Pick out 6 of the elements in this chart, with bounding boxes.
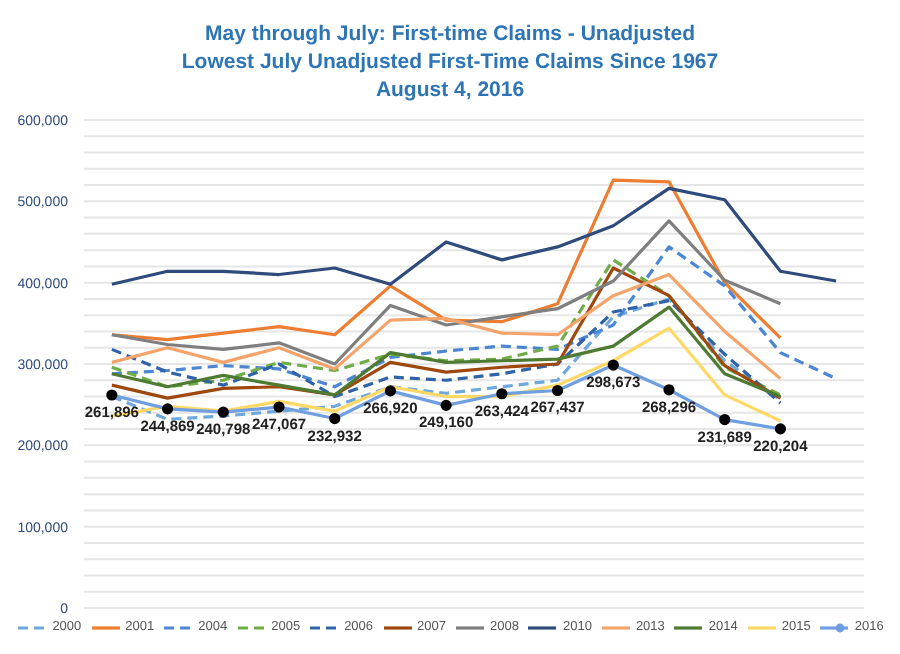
chart-subtitle: Lowest July Unadjusted First-Time Claims Since 1967 August 4, 2016 xyxy=(179,48,721,104)
line-series xyxy=(110,178,783,342)
chart-title: May through July: First-time Claims - Unadjusted xyxy=(202,20,698,48)
line-series xyxy=(110,186,838,286)
line-series xyxy=(110,219,783,366)
line-series xyxy=(110,245,838,389)
